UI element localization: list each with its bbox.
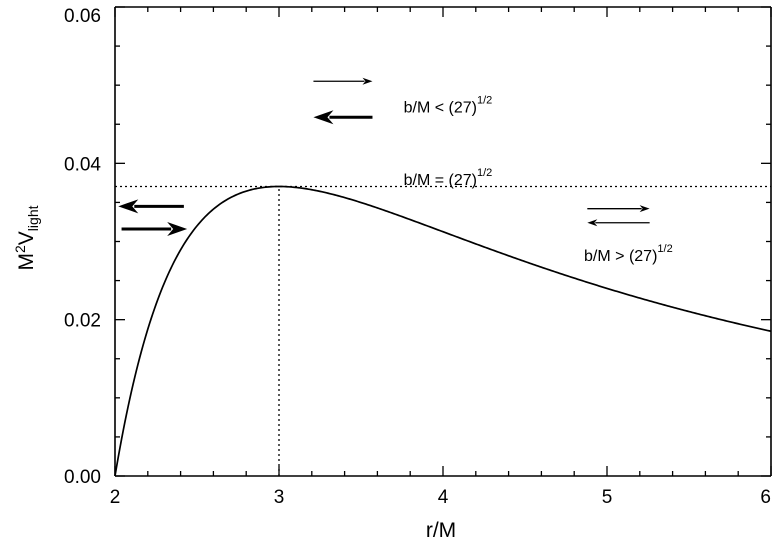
arrow (121, 221, 188, 236)
annotation-superscript: 1/2 (477, 95, 492, 107)
x-axis-label: r/M (426, 519, 456, 542)
arrow-head (167, 221, 188, 236)
potential-curve (114, 185, 772, 477)
arrow (118, 199, 184, 214)
arrow-head (118, 199, 139, 214)
y-axis-label-base: M (15, 253, 38, 271)
annotation-superscript: 1/2 (477, 167, 492, 179)
y-tick-label: 0.04 (64, 154, 101, 175)
y-tick-label: 0.02 (64, 311, 101, 332)
arrow (313, 77, 373, 85)
arrow-head (362, 77, 373, 85)
arrow (587, 219, 650, 227)
arrow (587, 205, 650, 213)
y-axis-label: M2Vlight (12, 205, 41, 270)
annotation-text: b/M = (27) (404, 172, 477, 189)
annotation-text: b/M > (27) (584, 248, 657, 265)
annotation: b/M < (27)1/2 (404, 95, 493, 117)
x-tick-label: 4 (438, 487, 449, 508)
y-tick-label: 0.06 (64, 6, 101, 27)
arrow-head (639, 205, 650, 213)
annotation-text: b/M < (27) (404, 100, 477, 117)
y-axis-label-sub: light (25, 205, 41, 231)
x-tick-label: 6 (760, 487, 771, 508)
x-tick-label: 3 (274, 487, 285, 508)
x-tick-label: 5 (602, 487, 613, 508)
y-axis-label-main: V (15, 231, 38, 245)
y-tick-label: 0.00 (64, 467, 101, 488)
annotation-superscript: 1/2 (657, 243, 672, 255)
y-axis-label-exp: 2 (12, 245, 28, 253)
arrow-head (313, 110, 334, 125)
x-tick-label: 2 (110, 487, 121, 508)
plot-frame (114, 6, 772, 477)
annotation: b/M = (27)1/2 (404, 167, 493, 189)
arrow-head (587, 219, 598, 227)
arrow (313, 110, 373, 125)
annotation: b/M > (27)1/2 (584, 243, 673, 265)
